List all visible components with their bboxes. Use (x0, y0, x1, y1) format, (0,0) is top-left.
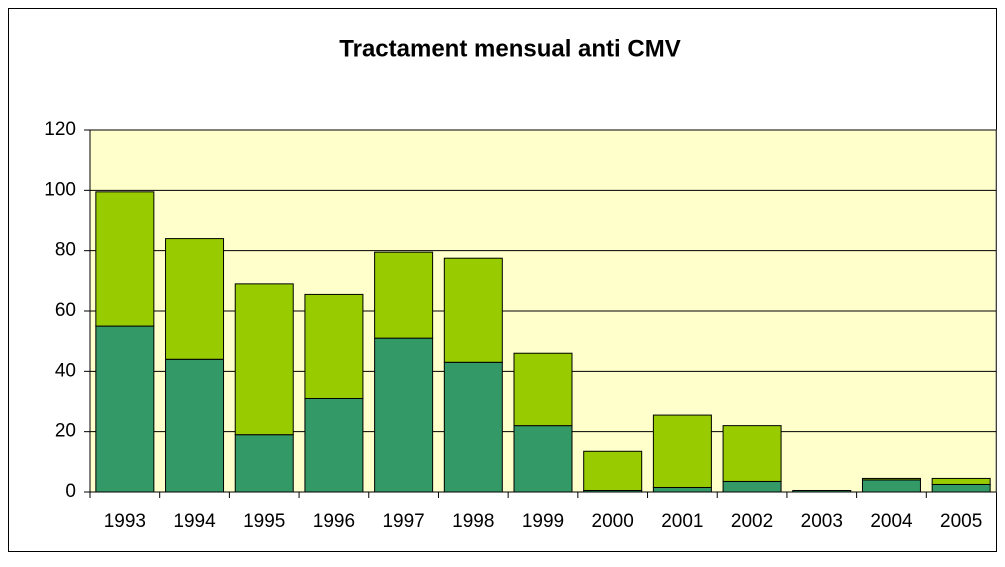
bar-segment (931, 483, 991, 493)
x-tick-label: 1996 (313, 511, 355, 532)
bar-segment (234, 283, 294, 436)
bar-segment (165, 358, 225, 493)
bar-segment (443, 361, 503, 493)
y-tick-label: 120 (44, 119, 76, 140)
x-tick-label: 1994 (173, 511, 216, 532)
y-tick-label: 20 (55, 421, 76, 442)
x-tick-label: 2002 (731, 511, 773, 532)
bar-segment (304, 293, 364, 399)
bar-segment (722, 480, 782, 493)
x-tick-label: 2004 (870, 511, 913, 532)
bar-segment (583, 450, 643, 491)
y-tick-label: 100 (44, 179, 76, 200)
y-tick-label: 80 (55, 240, 76, 261)
x-tick-label: 2005 (940, 511, 982, 532)
bar-segment (931, 477, 991, 485)
x-tick-label: 1998 (452, 511, 494, 532)
y-tick-label: 40 (55, 360, 76, 381)
bar-segment (443, 257, 503, 363)
bar-segment (513, 425, 573, 493)
bar-segment (95, 325, 155, 493)
bar-segment (861, 477, 921, 481)
x-tick-label: 1997 (382, 511, 424, 532)
bar-segment (652, 486, 712, 493)
x-tick-label: 2003 (801, 511, 843, 532)
bar-segment (722, 425, 782, 482)
bar-segment (95, 191, 155, 327)
bar-segment (652, 414, 712, 488)
bar-segment (165, 238, 225, 360)
x-tick-label: 2000 (592, 511, 634, 532)
bar-segment (861, 479, 921, 493)
x-tick-label: 2001 (661, 511, 703, 532)
x-tick-label: 1993 (104, 511, 146, 532)
bar-segment (374, 337, 434, 493)
bar-segment (513, 352, 573, 427)
x-tick-label: 1999 (522, 511, 564, 532)
bar-segment (304, 397, 364, 493)
bar-segment (234, 434, 294, 493)
y-tick-label: 0 (65, 481, 76, 502)
bar-segment (374, 251, 434, 339)
chart-title: Tractament mensual anti CMV (339, 35, 680, 62)
y-tick-label: 60 (55, 300, 76, 321)
x-tick-label: 1995 (243, 511, 285, 532)
